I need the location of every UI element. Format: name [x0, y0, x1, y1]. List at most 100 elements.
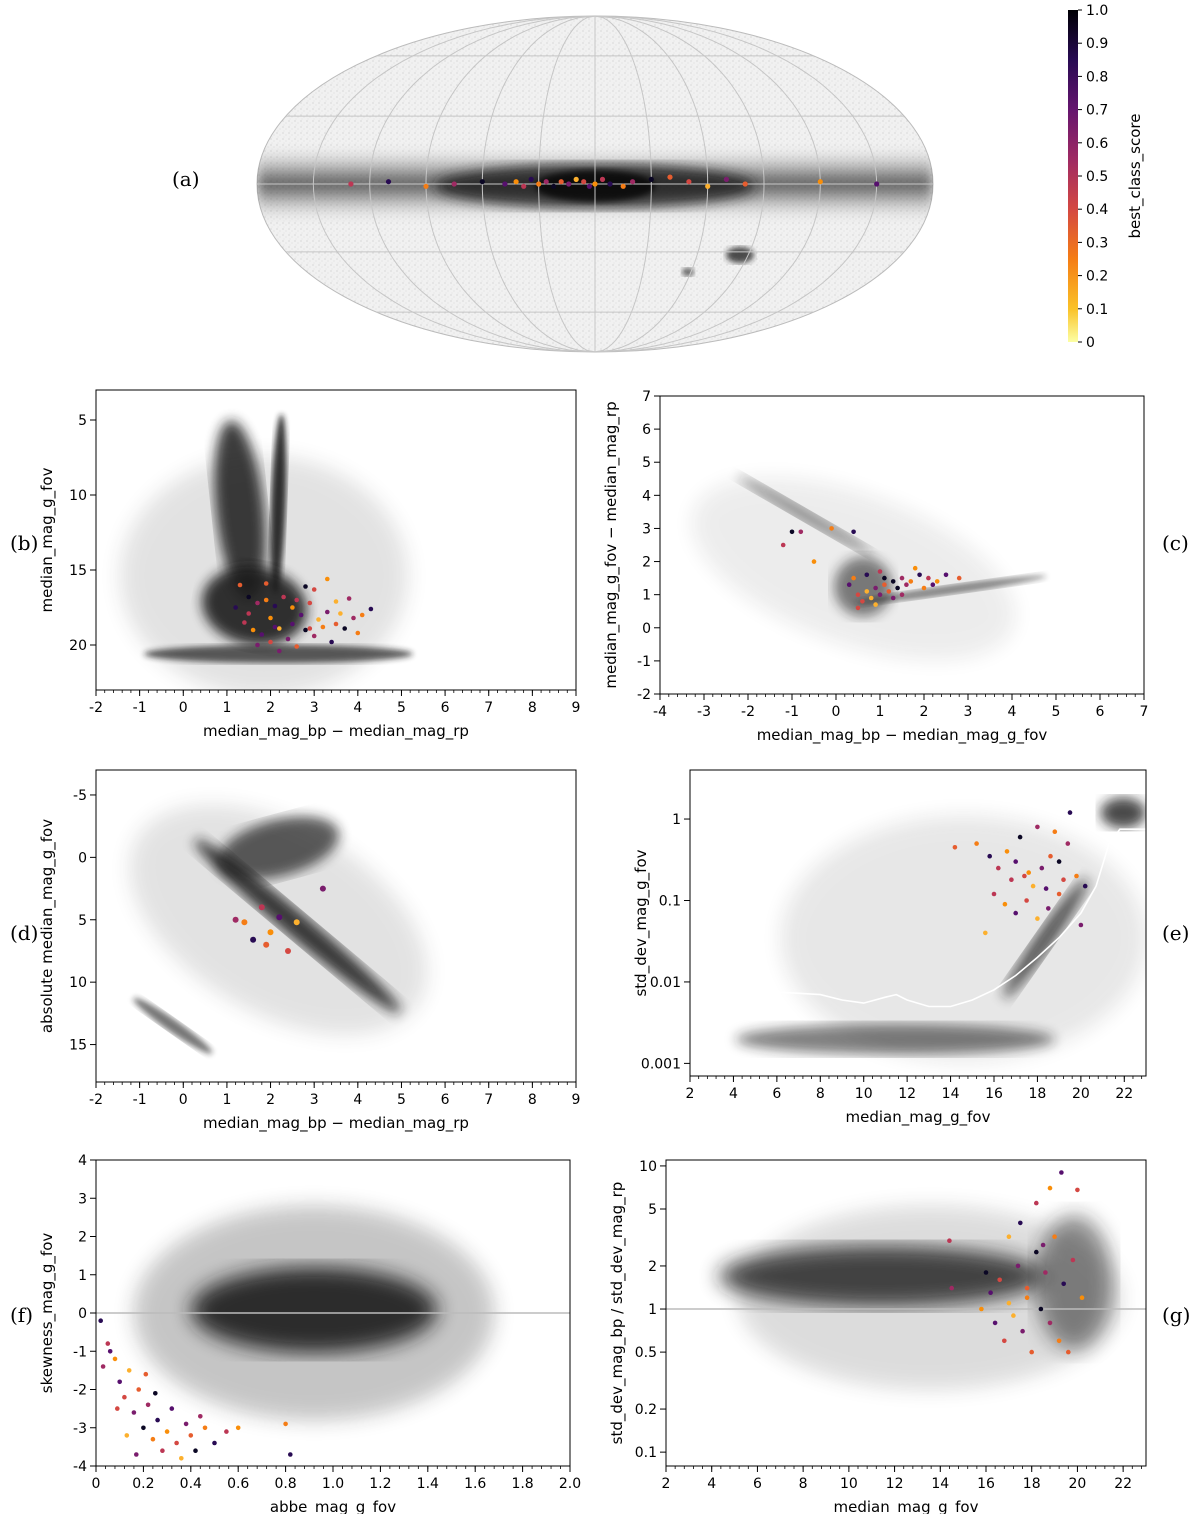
data-point: [926, 575, 931, 581]
x-tick-label: 20: [1069, 1476, 1087, 1492]
data-point: [882, 582, 887, 587]
y-axis-label: skewness_mag_g_fov: [38, 1233, 57, 1394]
x-tick-label: 18: [1023, 1476, 1041, 1492]
data-point: [267, 929, 274, 936]
data-point: [1056, 859, 1062, 864]
data-point: [283, 1421, 288, 1427]
data-point: [952, 845, 958, 850]
background-density: [96, 1160, 570, 1466]
sky-point: [581, 179, 587, 185]
x-tick-label: 8: [816, 1086, 825, 1102]
x-tick-label: 1: [222, 700, 231, 716]
data-point: [126, 1368, 132, 1373]
data-point: [346, 596, 352, 601]
x-axis-label: median_mag_bp − median_mag_g_fov: [757, 726, 1048, 745]
data-point: [320, 624, 326, 630]
colorbar-tick-label: 0.7: [1086, 103, 1108, 119]
colorbar-tick-label: 0.3: [1086, 235, 1108, 251]
data-point: [277, 626, 282, 631]
data-point: [307, 626, 313, 631]
data-point: [333, 599, 339, 604]
data-point: [124, 1433, 130, 1438]
data-point: [288, 1452, 293, 1457]
x-tick-label: 1.2: [369, 1476, 391, 1492]
y-tick-label: -3: [73, 1421, 87, 1437]
x-tick-label: 5: [397, 1092, 406, 1108]
data-point: [246, 594, 251, 600]
y-tick-label: 15: [69, 1038, 87, 1054]
panel-e: 2 4 6 8 10 12 14 16 18 20 22 0.001 0.01 0.1 1 median_ma…: [632, 769, 1189, 1127]
data-point: [150, 1436, 156, 1442]
data-point: [268, 639, 273, 645]
data-point: [183, 1421, 189, 1427]
panel-g: 2 4 6 8 10 12 14 16 18 20 220.10.20.512510median_m…: [608, 1159, 1190, 1514]
data-point: [117, 1379, 122, 1385]
panel-letter-b: (b): [10, 531, 38, 555]
x-tick-label: -2: [89, 700, 103, 716]
y-axis-label: median_mag_g_fov: [38, 467, 57, 612]
data-point: [155, 1417, 160, 1423]
y-tick-label: 1: [78, 1268, 87, 1284]
data-point: [263, 581, 269, 586]
x-tick-label: 5: [397, 700, 406, 716]
data-point: [285, 948, 291, 954]
data-point: [342, 626, 348, 631]
data-point: [241, 919, 248, 926]
y-tick-label: 0: [78, 850, 87, 866]
data-point: [988, 1290, 993, 1295]
data-point: [873, 602, 878, 607]
x-tick-label: -3: [697, 704, 711, 720]
y-tick-label: 1: [642, 588, 651, 604]
y-tick-label: 20: [69, 638, 87, 654]
data-point: [1038, 1306, 1044, 1312]
data-point: [890, 579, 896, 584]
x-tick-label: 0: [179, 1092, 188, 1108]
y-axis-label: std_dev_mag_bp / std_dev_mag_rp: [608, 1182, 627, 1445]
y-tick-label: 0.2: [635, 1402, 657, 1418]
data-point: [107, 1349, 113, 1354]
panel-letter-g: (g): [1162, 1303, 1190, 1327]
data-point: [1082, 883, 1088, 889]
sky-point: [521, 183, 527, 189]
x-tick-label: 8: [799, 1476, 808, 1492]
data-point: [303, 584, 308, 589]
highlight-points: [233, 576, 374, 654]
data-point: [169, 1406, 175, 1411]
y-tick-label: 4: [642, 488, 651, 504]
data-point: [855, 592, 861, 597]
panel-letter-d: (d): [10, 921, 38, 945]
x-tick-label: 0: [832, 704, 841, 720]
data-point: [1013, 859, 1018, 864]
data-point: [293, 919, 300, 926]
median-trend-line: [776, 828, 1146, 1008]
colorbar-tick-label: 0: [1086, 335, 1095, 351]
data-point: [1043, 1270, 1048, 1275]
data-point: [930, 582, 936, 587]
sky-point: [513, 179, 519, 185]
plot-frame: [95, 389, 577, 691]
sky-point: [543, 179, 549, 185]
x-tick-label: 0.4: [180, 1476, 202, 1492]
data-point: [1035, 824, 1040, 830]
data-point: [1035, 916, 1040, 921]
y-tick-label: 5: [648, 1202, 657, 1218]
data-point: [1046, 906, 1051, 911]
x-tick-label: 9: [572, 1092, 581, 1108]
highlight-points: [232, 885, 326, 954]
data-point: [1024, 1285, 1030, 1291]
x-tick-label: 0.8: [274, 1476, 296, 1492]
background-density: [660, 396, 1144, 694]
data-point: [956, 575, 962, 581]
sky-point: [348, 181, 354, 187]
x-tick-label: 8: [528, 1092, 537, 1108]
data-point: [255, 600, 260, 606]
y-tick-label: -1: [637, 654, 651, 670]
data-point: [886, 589, 892, 594]
sky-point: [423, 183, 429, 189]
data-point: [143, 1371, 149, 1377]
sky-point: [817, 179, 823, 185]
data-point: [1040, 1242, 1046, 1248]
data-point: [277, 648, 282, 654]
x-tick-label: 1.0: [322, 1476, 344, 1492]
